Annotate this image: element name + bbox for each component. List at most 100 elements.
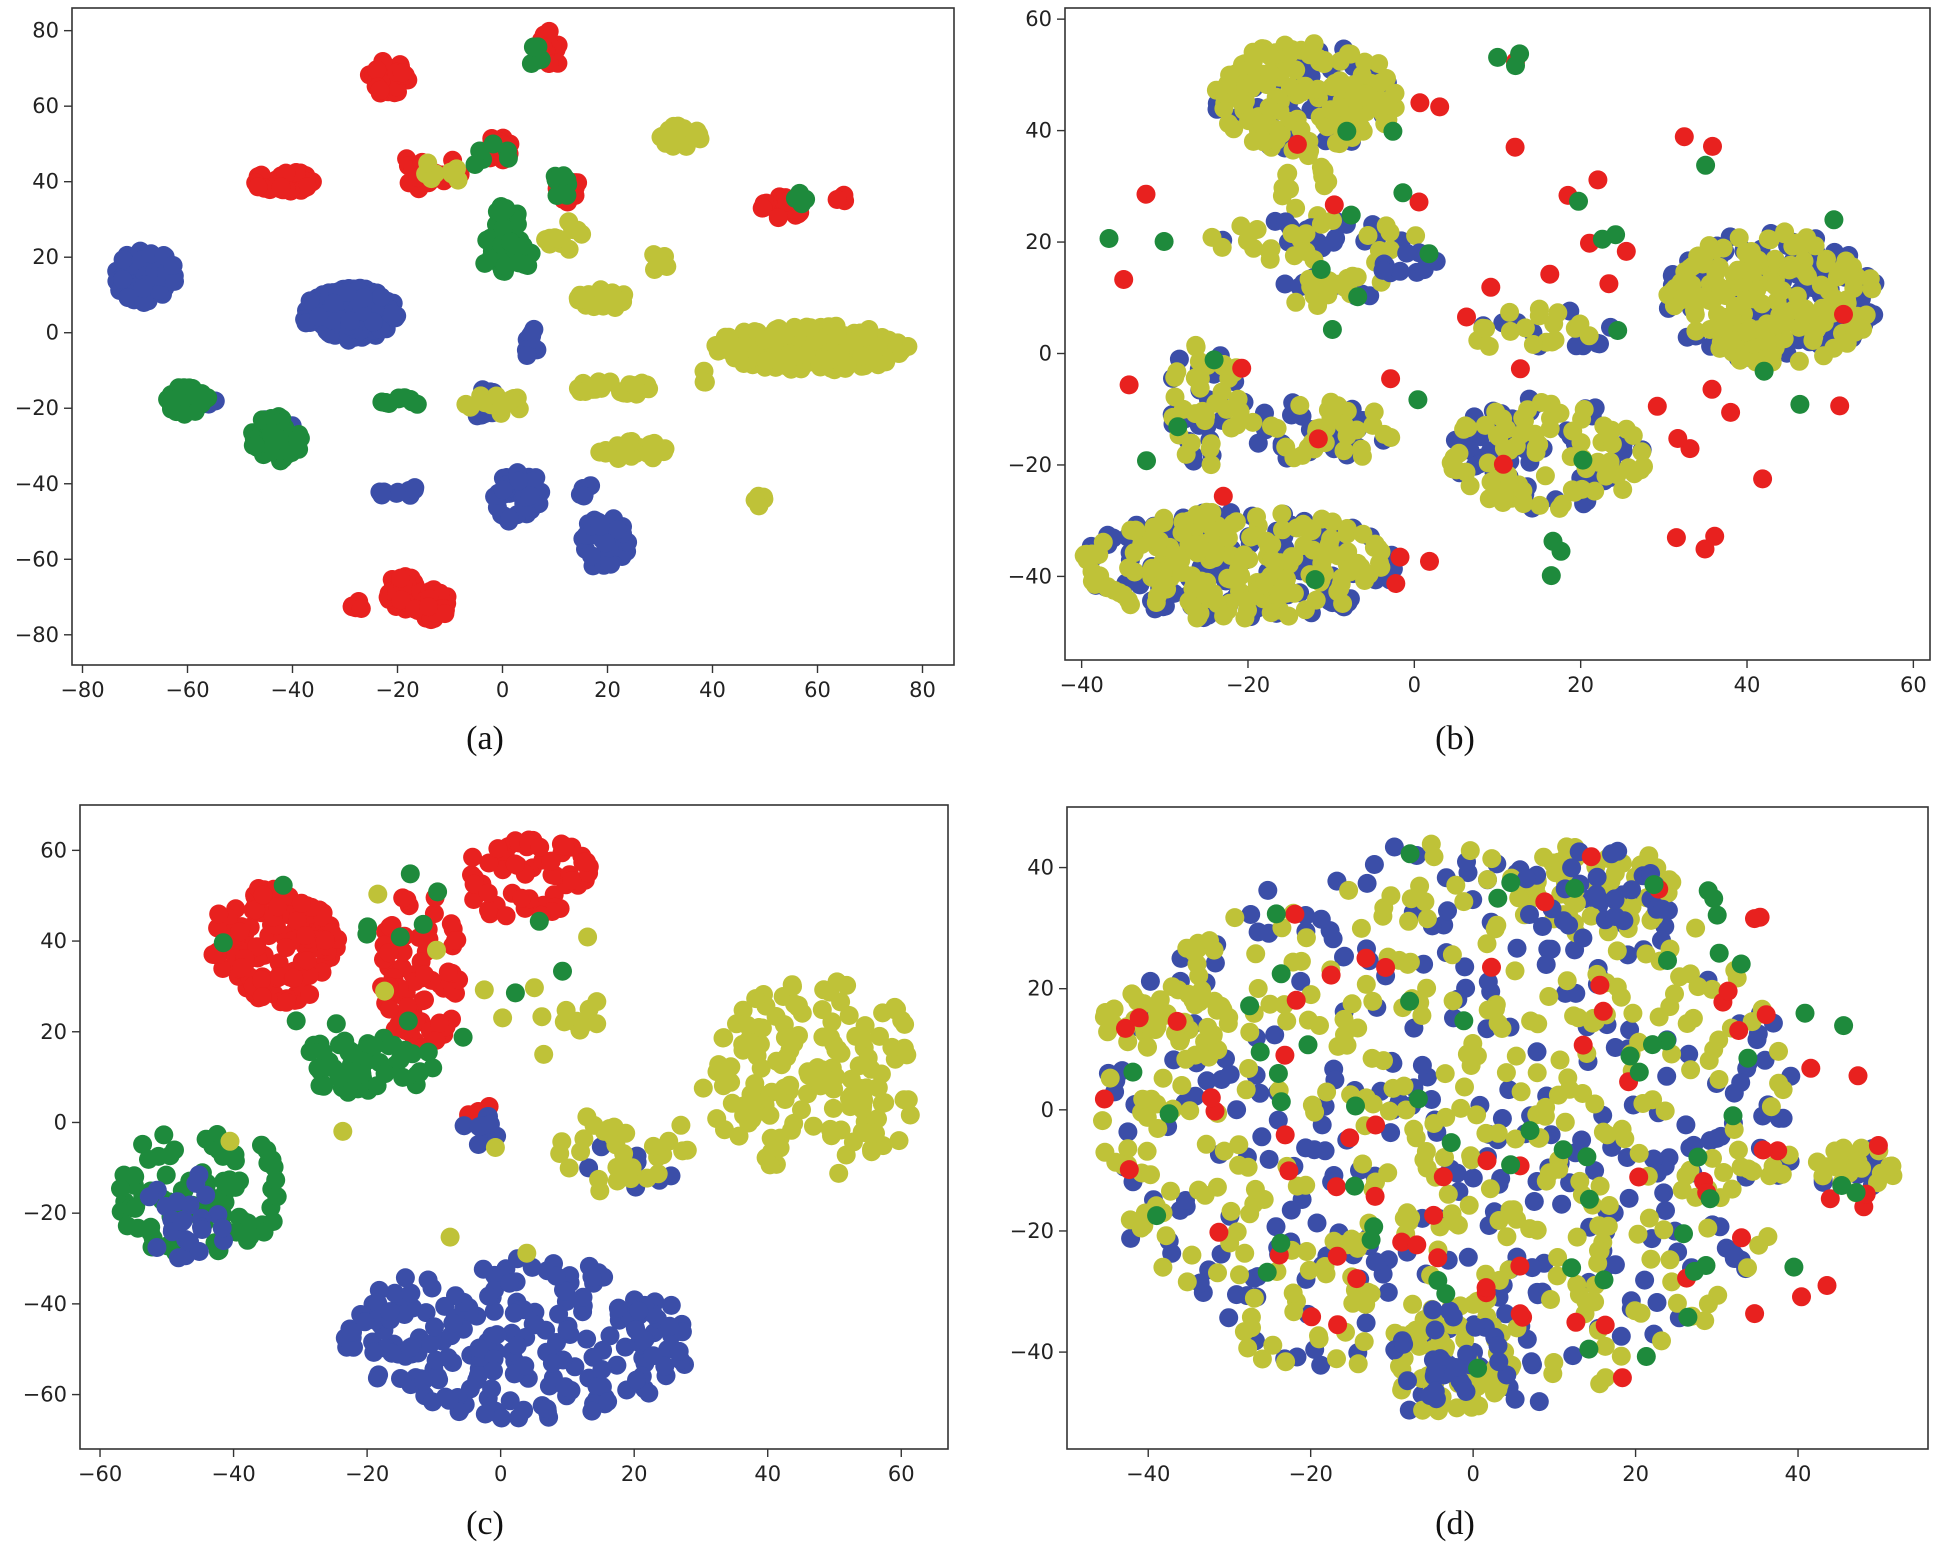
- scatter-point: [1154, 513, 1174, 533]
- scatter-point: [1381, 1123, 1401, 1143]
- scatter-point: [1456, 978, 1476, 998]
- scatter-point: [1277, 569, 1296, 589]
- scatter-point: [1129, 1008, 1149, 1028]
- scatter-point: [1497, 1227, 1517, 1247]
- scatter-point: [1337, 524, 1357, 544]
- scatter-point: [1304, 1140, 1324, 1160]
- scatter-point: [1399, 1212, 1419, 1232]
- scatter-point: [1335, 946, 1354, 966]
- scatter-point: [220, 1131, 240, 1151]
- scatter-point: [1321, 100, 1341, 120]
- scatter-point: [1326, 228, 1346, 248]
- scatter-point: [1612, 1368, 1632, 1388]
- scatter-point: [780, 1075, 800, 1095]
- scatter-point: [333, 1121, 353, 1141]
- scatter-point: [644, 444, 664, 464]
- scatter-point: [134, 293, 154, 312]
- scatter-point: [721, 1072, 741, 1092]
- scatter-point: [379, 394, 399, 413]
- scatter-point: [1605, 1255, 1625, 1275]
- scatter-point: [286, 1011, 306, 1031]
- scatter-point: [270, 967, 289, 987]
- scatter-point: [669, 1341, 689, 1361]
- scatter-point: [1341, 205, 1361, 225]
- y-tick-label: 0: [1041, 1098, 1054, 1122]
- scatter-point: [1180, 1101, 1200, 1121]
- scatter-point: [823, 1098, 843, 1118]
- scatter-point: [582, 1401, 602, 1421]
- x-tick-label: 60: [804, 678, 831, 702]
- scatter-point: [380, 1302, 400, 1322]
- scatter-point: [1533, 917, 1552, 936]
- scatter-point: [1196, 1134, 1216, 1154]
- scatter-point: [1355, 1292, 1375, 1311]
- scatter-point: [296, 926, 316, 945]
- scatter-point: [1243, 412, 1263, 432]
- scatter-point: [1446, 875, 1466, 895]
- scatter-point: [1688, 287, 1708, 306]
- scatter-point: [469, 1338, 489, 1358]
- y-tick-label: 60: [1025, 7, 1052, 31]
- scatter-point: [1755, 1050, 1775, 1070]
- scatter-point: [820, 350, 840, 370]
- scatter-point: [507, 214, 527, 234]
- scatter-point: [395, 1268, 415, 1288]
- scatter-point: [542, 1353, 562, 1373]
- scatter-point: [1702, 379, 1722, 399]
- scatter-point: [1817, 1276, 1837, 1295]
- scatter-point: [1700, 1189, 1720, 1209]
- scatter-point: [1505, 961, 1525, 981]
- scatter-point: [1273, 520, 1292, 540]
- scatter-point: [1654, 1183, 1674, 1203]
- scatter-point: [248, 177, 268, 197]
- scatter-point: [1254, 1190, 1274, 1209]
- scatter-point: [1820, 1189, 1840, 1209]
- scatter-point: [1172, 523, 1192, 543]
- scatter-point: [1817, 1157, 1837, 1177]
- scatter-point: [1658, 951, 1677, 970]
- scatter-point: [252, 987, 272, 1007]
- scatter-point: [1082, 571, 1102, 591]
- scatter-point: [388, 482, 408, 502]
- scatter-point: [393, 1067, 413, 1087]
- scatter-point: [1323, 929, 1343, 949]
- scatter-point: [402, 1044, 422, 1064]
- scatter-point: [1544, 1353, 1564, 1372]
- scatter-point: [1238, 1157, 1258, 1177]
- scatter-point: [1551, 541, 1571, 561]
- scatter-point: [288, 430, 308, 449]
- scatter-point: [1244, 238, 1264, 258]
- scatter-point: [1588, 452, 1608, 472]
- scatter-point: [1707, 905, 1727, 925]
- scatter-point: [1658, 285, 1678, 305]
- scatter-point: [1424, 1205, 1444, 1225]
- scatter-point: [1262, 416, 1281, 436]
- scatter-point: [1518, 400, 1538, 420]
- scatter-point: [154, 1125, 174, 1145]
- scatter-point: [1263, 1335, 1283, 1355]
- scatter-point: [1636, 1347, 1656, 1366]
- scatter-point: [1558, 1068, 1578, 1088]
- scatter-point: [1230, 1265, 1249, 1285]
- scatter-point: [537, 1399, 557, 1419]
- scatter-point: [415, 965, 434, 985]
- scatter-point: [1151, 578, 1171, 598]
- scatter-point: [1337, 426, 1357, 446]
- scatter-point: [118, 288, 138, 308]
- scatter-point: [1505, 137, 1525, 157]
- x-tick-label: −40: [211, 1462, 255, 1486]
- scatter-point: [1836, 251, 1856, 271]
- scatter-point: [400, 864, 420, 884]
- scatter-point: [1801, 1058, 1821, 1078]
- scatter-point: [1415, 892, 1435, 912]
- scatter-point: [550, 1144, 570, 1163]
- scatter-point: [1311, 157, 1331, 177]
- scatter-point: [783, 977, 802, 996]
- scatter-point: [1761, 1097, 1781, 1117]
- scatter-point: [1364, 402, 1384, 422]
- scatter-point: [578, 927, 598, 947]
- scatter-point: [1276, 583, 1296, 603]
- scatter-point: [804, 1116, 823, 1136]
- scatter-point: [1455, 1077, 1474, 1097]
- scatter-point: [1527, 1063, 1547, 1083]
